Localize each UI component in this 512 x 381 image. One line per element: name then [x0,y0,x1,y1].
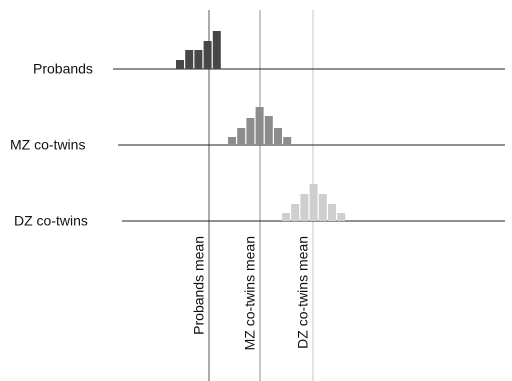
bar [212,31,221,69]
bar [337,213,346,221]
bar [318,194,327,221]
bar [282,213,290,221]
bar [274,128,282,145]
bar [246,118,255,145]
mean-label: MZ co-twins mean [242,236,258,350]
bar [176,60,184,69]
bar [328,204,336,221]
mean-label: Probands mean [191,236,207,335]
bar [194,50,203,69]
bar [264,116,273,145]
row-label: MZ co-twins [10,137,85,153]
row-label: Probands [33,61,93,77]
bar [237,128,246,145]
bar [291,204,300,221]
bar [228,137,236,145]
bar [255,107,264,145]
row-label: DZ co-twins [14,213,88,229]
bar [309,184,318,221]
bar [203,41,212,69]
bar [185,50,194,69]
mean-label: DZ co-twins mean [295,236,311,349]
bar [300,194,309,221]
bar [283,137,292,145]
